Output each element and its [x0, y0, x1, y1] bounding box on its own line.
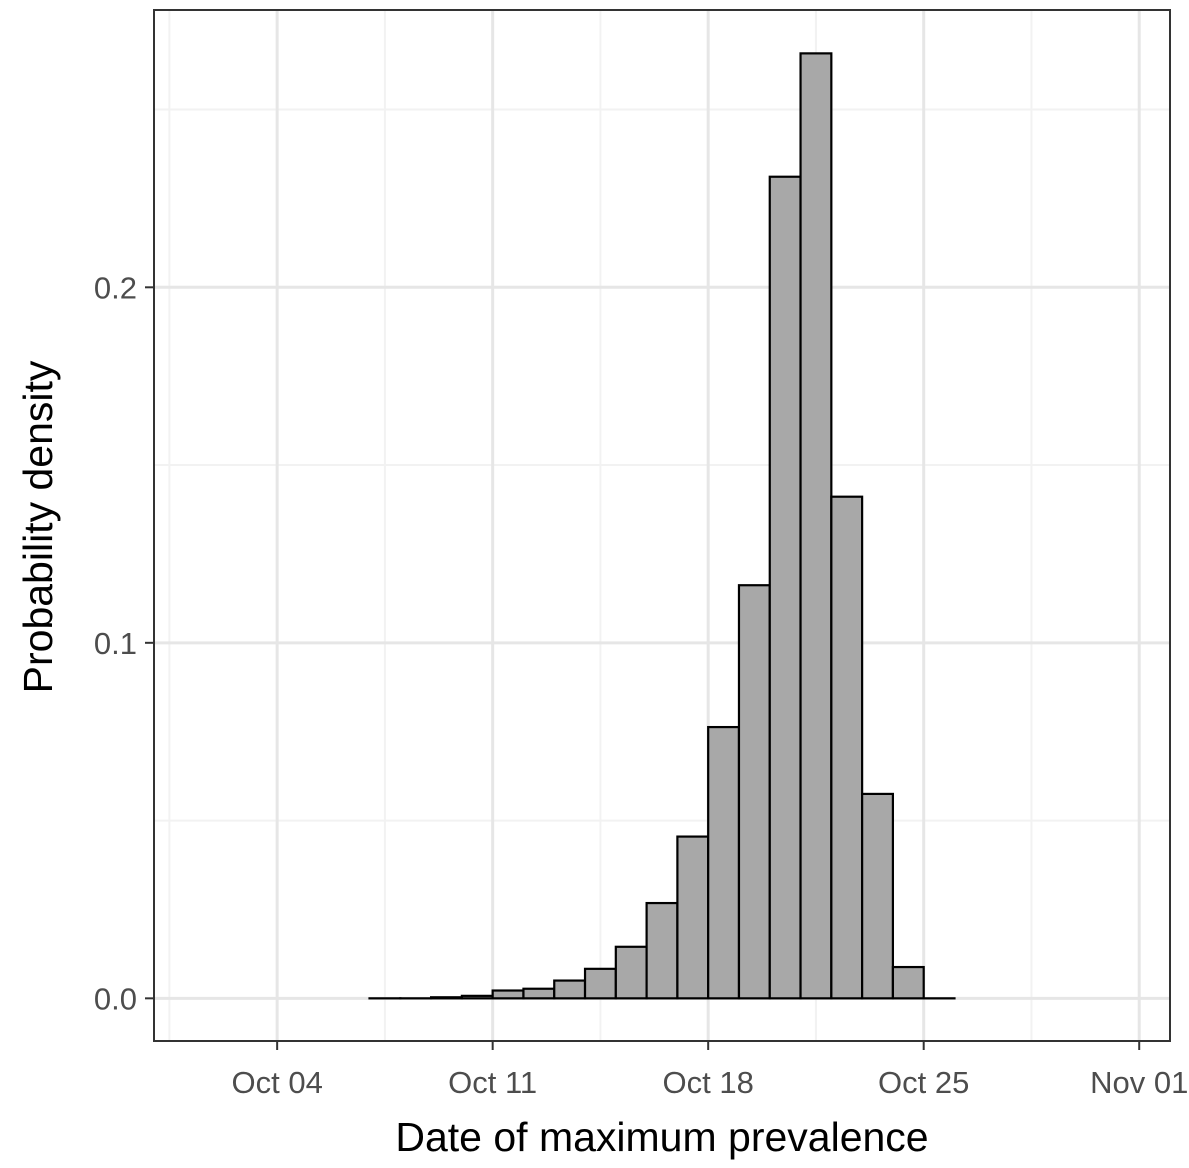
- x-tick-label: Oct 25: [878, 1065, 969, 1100]
- minor-gridlines: [154, 10, 1170, 1041]
- y-tick-label: 0.1: [94, 626, 137, 661]
- histogram-bar: [831, 497, 862, 999]
- histogram-bar: [585, 969, 616, 999]
- histogram-bar: [647, 903, 678, 998]
- histogram-bar: [862, 794, 893, 998]
- y-tick-label: 0.0: [94, 981, 137, 1016]
- major-gridlines: [154, 10, 1170, 1041]
- x-axis-ticks: Oct 04 Oct 11 Oct 18 Oct 25 Nov 01: [231, 1041, 1188, 1100]
- histogram-bar: [770, 177, 801, 999]
- y-axis-ticks: 0.0 0.1 0.2: [94, 270, 154, 1016]
- histogram-bar: [462, 996, 493, 998]
- y-axis-title: Probability density: [15, 360, 61, 693]
- histogram-bars: [370, 53, 955, 998]
- x-tick-label: Nov 01: [1090, 1065, 1188, 1100]
- histogram-bar: [708, 727, 739, 998]
- x-tick-label: Oct 11: [448, 1065, 537, 1100]
- histogram-bar: [801, 53, 832, 998]
- x-axis-title: Date of maximum prevalence: [395, 1114, 928, 1160]
- panel-border: [154, 10, 1170, 1041]
- histogram-bar: [616, 947, 647, 999]
- y-tick-label: 0.2: [94, 270, 137, 305]
- histogram-bar: [893, 967, 924, 998]
- histogram-bar: [493, 991, 524, 999]
- histogram-bar: [431, 997, 462, 998]
- histogram-bar: [677, 837, 708, 999]
- histogram-bar: [739, 585, 770, 998]
- x-tick-label: Oct 18: [663, 1065, 754, 1100]
- histogram-bar: [523, 989, 554, 999]
- histogram-bar: [554, 981, 585, 999]
- x-tick-label: Oct 04: [231, 1065, 322, 1100]
